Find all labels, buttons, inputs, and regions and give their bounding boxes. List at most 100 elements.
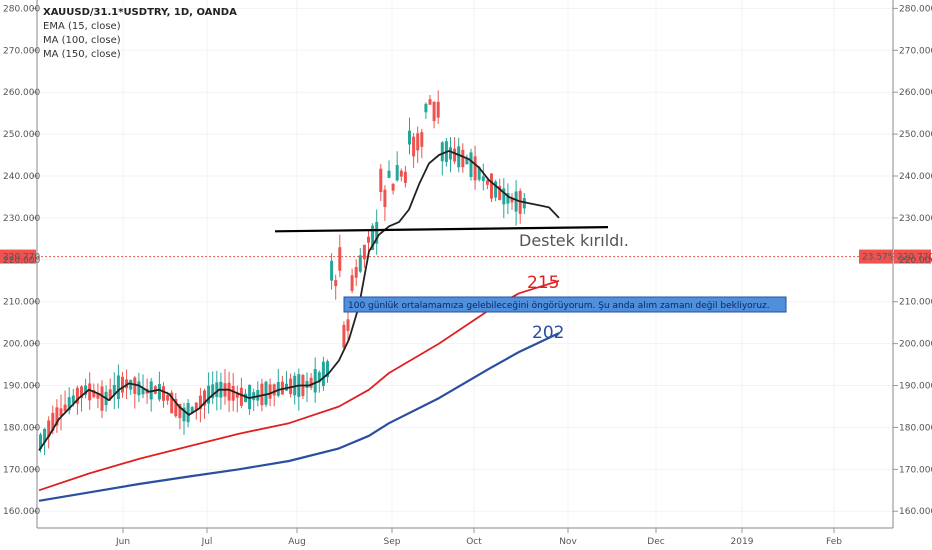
candle-body — [465, 158, 469, 165]
y-tick-label: 190.000 — [3, 382, 40, 392]
candle-body — [51, 412, 55, 431]
candle-body — [424, 103, 428, 113]
candle-body — [198, 395, 202, 410]
candle-body — [342, 324, 346, 348]
y-tick-label: 250.000 — [899, 130, 932, 140]
candle-body — [371, 225, 375, 251]
candle-body — [481, 176, 485, 181]
left-price-tag — [0, 249, 36, 264]
candle-body — [408, 130, 411, 145]
candle-body — [416, 133, 420, 151]
candle-body — [473, 156, 477, 181]
legend-ma100[interactable]: MA (100, close) — [43, 35, 121, 46]
y-tick-label: 270.000 — [3, 46, 40, 56]
candle-body — [494, 181, 498, 198]
candle-body — [453, 148, 457, 162]
y-tick-label: 230.000 — [3, 214, 40, 224]
y-tick-label: 260.000 — [899, 88, 932, 98]
ma100-value-label: 215 — [527, 273, 559, 293]
candles — [39, 90, 526, 456]
candle-body — [80, 386, 83, 399]
note-text: 100 günlük ortalamamıza gelebileceğini ö… — [348, 301, 770, 311]
candle-body — [215, 382, 219, 398]
y-tick-label: 280.000 — [899, 4, 932, 14]
candle-body — [264, 381, 268, 405]
candle-body — [436, 101, 440, 118]
candle-body — [367, 236, 370, 243]
y-tick-label: 250.000 — [3, 130, 40, 140]
legend-ma150[interactable]: MA (150, close) — [43, 49, 121, 60]
candle-body — [321, 361, 325, 387]
y-tick-label: 200.000 — [899, 340, 932, 350]
left-price-tag-text: 220.770 — [3, 253, 40, 263]
candle-body — [280, 381, 284, 395]
x-tick-label: Sep — [384, 537, 401, 547]
x-tick-label: Jun — [115, 537, 130, 547]
y-tick-label: 180.000 — [3, 423, 40, 433]
y-tick-label: 210.000 — [3, 298, 40, 308]
y-tick-label: 160.000 — [899, 507, 932, 517]
note-box — [343, 296, 787, 313]
candle-body — [235, 392, 239, 398]
candle-body — [244, 393, 247, 403]
candle-body — [510, 197, 514, 203]
y-tick-label: 190.000 — [899, 382, 932, 392]
candle-body — [121, 376, 124, 393]
x-tick-label: 2019 — [731, 537, 754, 547]
candle-body — [317, 372, 321, 383]
candle-body — [43, 428, 47, 443]
candle-body — [92, 390, 96, 398]
candle-body — [47, 420, 51, 438]
y-tick-label: 180.000 — [899, 423, 932, 433]
x-tick-label: Nov — [559, 537, 577, 547]
candle-body — [55, 407, 59, 426]
candle-body — [248, 384, 252, 410]
y-tick-label: 240.000 — [3, 172, 40, 182]
candle-body — [203, 390, 206, 406]
candle-body — [379, 168, 383, 193]
y-tick-label: 220.000 — [899, 256, 932, 266]
candle-body — [428, 99, 432, 105]
candle-body — [108, 389, 112, 400]
y-tick-label: 200.000 — [3, 340, 40, 350]
candle-body — [420, 132, 424, 147]
candle-body — [518, 190, 522, 214]
candle-body — [461, 149, 465, 168]
candle-body — [326, 361, 329, 378]
candle-body — [149, 381, 153, 400]
x-tick-label: Jul — [201, 537, 213, 547]
grid — [37, 0, 893, 528]
candle-body — [338, 247, 342, 271]
candle-body — [391, 183, 395, 191]
legend-symbol[interactable]: XAUUSD/31.1*USDTRY, 1D, OANDA — [43, 7, 237, 18]
candle-body — [190, 407, 194, 413]
candle-body — [71, 395, 75, 404]
candle-body — [112, 384, 116, 395]
candle-body — [449, 147, 452, 160]
candle-body — [522, 198, 526, 209]
candle-body — [309, 377, 313, 388]
candle-body — [67, 397, 71, 411]
legend-ema[interactable]: EMA (15, close) — [43, 21, 121, 32]
candle-body — [490, 173, 493, 199]
candle-body — [75, 387, 79, 404]
x-tick-label: Feb — [826, 537, 842, 547]
candle-body — [276, 382, 280, 396]
ma150-value-label: 202 — [532, 323, 564, 343]
support-broken-label: Destek kırıldı. — [519, 231, 629, 250]
right-price-tag-text: 220.770 — [897, 253, 932, 263]
candle-body — [403, 171, 407, 183]
candle-body — [268, 384, 272, 399]
candle-body — [485, 180, 489, 185]
candle-body — [457, 146, 461, 168]
candle-body — [477, 167, 481, 180]
y-tick-label: 210.000 — [899, 298, 932, 308]
support-line — [274, 226, 609, 233]
candle-body — [395, 165, 399, 181]
candle-body — [358, 255, 362, 272]
candle-body — [469, 152, 473, 178]
candle-body — [506, 193, 510, 204]
candle-body — [354, 267, 358, 278]
